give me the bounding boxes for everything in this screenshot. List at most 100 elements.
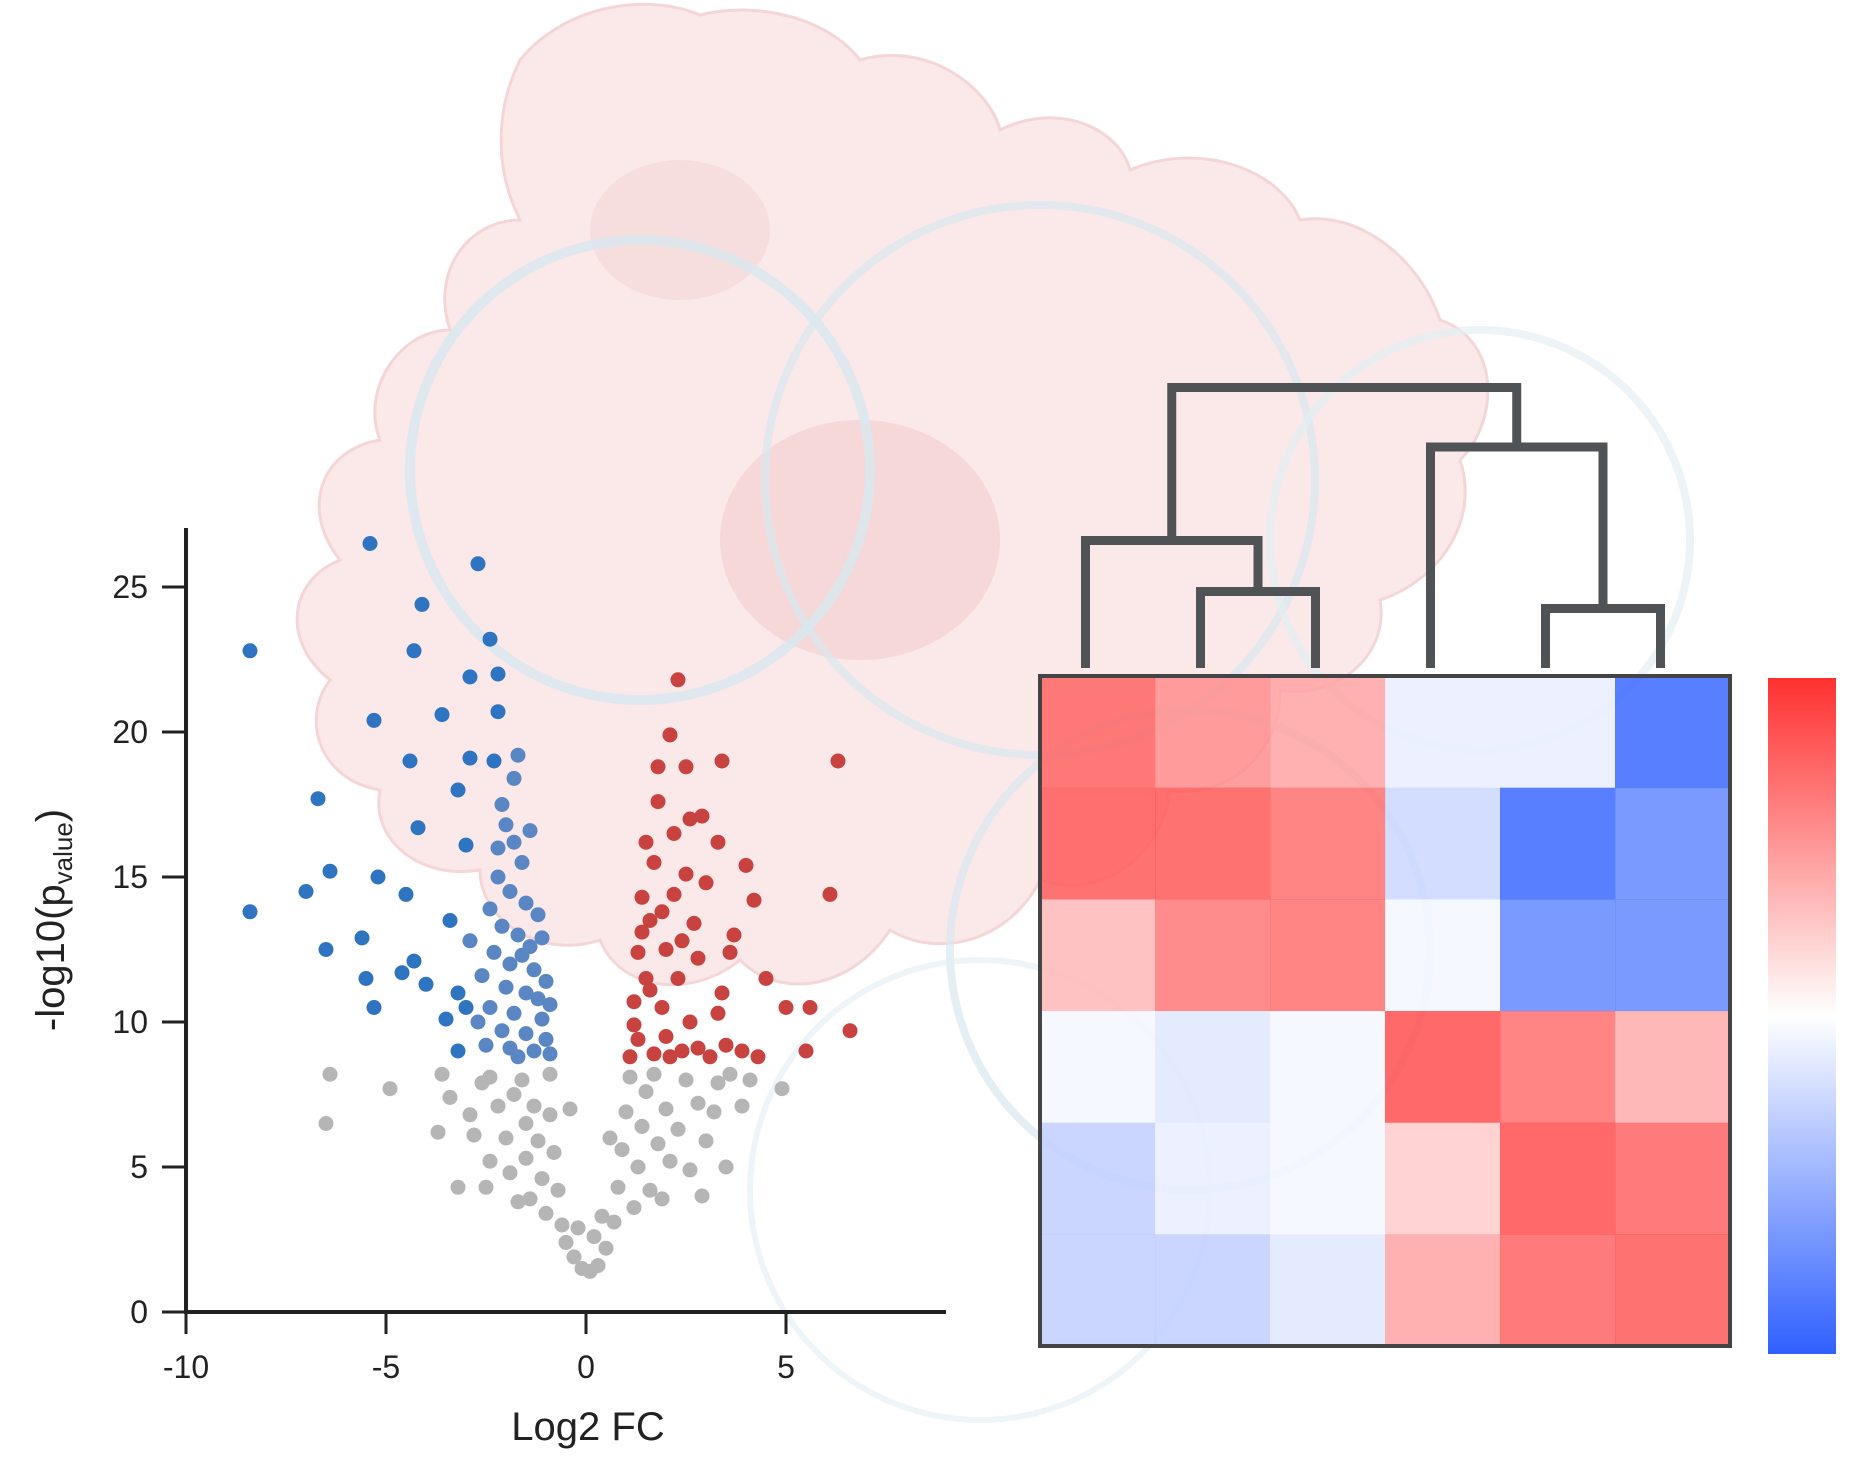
volcano-point-ns: [430, 1124, 446, 1140]
volcano-point-down-dense: [490, 840, 506, 856]
volcano-point-down: [362, 536, 378, 551]
volcano-point-up: [658, 1029, 674, 1044]
volcano-point-down: [458, 837, 474, 853]
heatmap-cell: [1615, 787, 1731, 900]
volcano-point-down: [450, 782, 466, 798]
volcano-point-down: [434, 707, 450, 723]
volcano-point-ns: [510, 1194, 526, 1210]
volcano-point-up: [630, 944, 646, 960]
y-tick-label: 5: [130, 1149, 148, 1185]
heatmap-cell: [1270, 1011, 1386, 1124]
volcano-point-ns: [718, 1159, 734, 1175]
heatmap-cell: [1155, 899, 1271, 1012]
volcano-point-down-dense: [494, 797, 510, 812]
volcano-point-ns: [646, 1066, 662, 1082]
volcano-point-ns: [542, 1066, 558, 1082]
heatmap-cell: [1270, 1122, 1386, 1235]
volcano-point-up: [626, 994, 642, 1010]
x-axis-title: Log2 FC: [511, 1405, 664, 1449]
volcano-point-ns: [542, 1107, 558, 1123]
volcano-point-down: [462, 669, 478, 685]
volcano-point-ns: [530, 1133, 546, 1149]
volcano-point-down-dense: [534, 930, 550, 946]
y-tick-label: 15: [112, 859, 148, 895]
volcano-ticks: -10 -5 0 5 0 5 10 15 20 25: [112, 569, 794, 1385]
volcano-point-ns: [618, 1104, 634, 1120]
volcano-point-down-dense: [474, 968, 490, 984]
heatmap-cell: [1040, 899, 1156, 1012]
volcano-point-ns: [774, 1081, 790, 1097]
y-tick-label: 20: [112, 714, 148, 750]
volcano-point-ns: [570, 1220, 586, 1236]
volcano-point-up: [674, 1043, 690, 1059]
volcano-point-up: [654, 904, 670, 920]
volcano-point-ns: [382, 1081, 398, 1097]
volcano-point-ns: [694, 1188, 710, 1204]
volcano-point-ns: [538, 1205, 554, 1221]
volcano-point-up: [666, 886, 682, 902]
heatmap-cell: [1500, 899, 1616, 1012]
volcano-point-down: [450, 1043, 466, 1059]
volcano-point-down-dense: [462, 933, 478, 949]
heatmap-cell: [1615, 1234, 1731, 1347]
heatmap-cell: [1155, 787, 1271, 900]
volcano-point-up: [662, 1049, 678, 1065]
volcano-point-ns: [534, 1171, 550, 1187]
volcano-point-ns: [678, 1072, 694, 1088]
heatmap-cell: [1385, 899, 1501, 1012]
heatmap-cell: [1040, 1234, 1156, 1347]
volcano-point-up: [698, 875, 714, 891]
volcano-point-down-dense: [526, 1043, 542, 1059]
volcano-point-up: [714, 753, 730, 769]
volcano-point-ns: [614, 1142, 630, 1158]
x-tick-label: -5: [372, 1349, 400, 1385]
volcano-point-down-dense: [494, 1023, 510, 1039]
volcano-point-ns: [622, 1069, 638, 1085]
volcano-point-up: [822, 886, 838, 902]
volcano-point-up: [694, 808, 710, 824]
volcano-plot: -10 -5 0 5 0 5 10 15 20 25 Log2 FC -log10(pvalue): [29, 528, 946, 1449]
heatmap-cell: [1615, 676, 1731, 789]
volcano-point-up: [758, 971, 774, 986]
volcano-point-up: [778, 1000, 794, 1015]
volcano-point-up: [650, 794, 666, 810]
volcano-point-down: [414, 596, 430, 612]
volcano-point-ns: [590, 1258, 606, 1274]
volcano-point-up: [802, 1000, 818, 1015]
volcano-point-up: [678, 759, 694, 775]
heatmap-cell: [1040, 1122, 1156, 1235]
volcano-point-down-dense: [534, 1011, 550, 1027]
volcano-point-up: [702, 1049, 718, 1065]
volcano-point-ns: [742, 1072, 758, 1088]
heatmap-cell: [1500, 1122, 1616, 1235]
volcano-point-ns: [566, 1249, 582, 1265]
volcano-point-up: [630, 1031, 646, 1047]
volcano-point-ns: [558, 1234, 574, 1250]
volcano-point-up: [674, 933, 690, 949]
volcano-point-up: [666, 826, 682, 841]
volcano-point-up: [642, 982, 658, 998]
volcano-point-down-dense: [538, 973, 554, 989]
volcano-point-up: [830, 753, 846, 769]
volcano-point-ns: [478, 1179, 494, 1195]
volcano-point-down-dense: [506, 770, 522, 786]
volcano-point-up: [678, 866, 694, 882]
heatmap: [1038, 383, 1836, 1354]
volcano-point-up: [670, 672, 686, 688]
volcano-point-up: [634, 889, 650, 905]
y-axis-title-main: -log10(p: [29, 884, 73, 1031]
x-tick-label: 0: [577, 1349, 595, 1385]
y-tick-label: 25: [112, 569, 148, 605]
volcano-point-up: [690, 950, 706, 966]
volcano-point-ns: [734, 1098, 750, 1114]
heatmap-cell: [1040, 676, 1156, 789]
heatmap-cell: [1385, 787, 1501, 900]
volcano-point-ns: [654, 1191, 670, 1207]
volcano-point-ns: [482, 1069, 498, 1085]
volcano-point-up: [682, 1014, 698, 1030]
volcano-point-down: [310, 791, 326, 807]
heatmap-cell: [1385, 1122, 1501, 1235]
volcano-point-ns: [518, 1150, 534, 1166]
volcano-point-up: [690, 1040, 706, 1056]
volcano-point-ns: [690, 1095, 706, 1111]
